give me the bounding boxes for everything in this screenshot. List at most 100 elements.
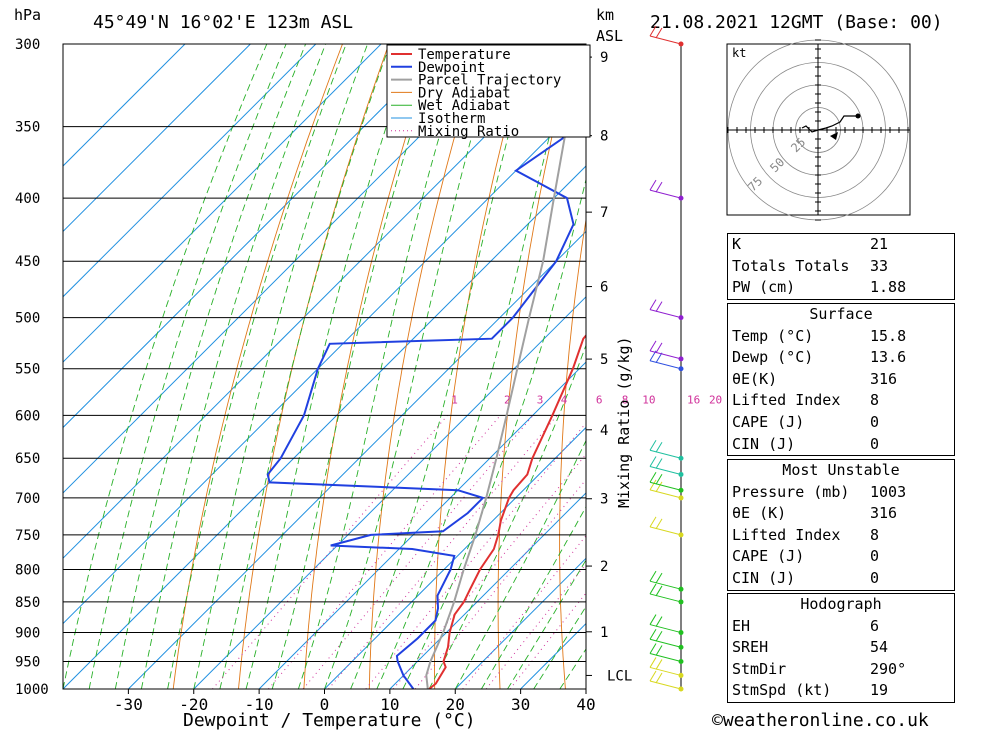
mixing-ratio-label: 3 [537,393,544,406]
km-tick-label: 6 [600,280,608,296]
stmdir-label: StmDir [732,659,787,678]
storm-motion-marker [830,132,838,140]
isotherm-line [63,44,317,298]
wind-barb-dot [678,495,684,501]
pressure-tick-label: 650 [15,451,40,467]
wind-barb [649,638,682,648]
wind-barb-feather [655,181,663,193]
dewpoint-line [266,53,586,689]
wind-barb-feather [655,352,663,363]
isotherm-lines [63,44,586,689]
wind-barb-feather [649,479,657,491]
wet-adiabat-line [63,44,268,689]
plot-frame [62,43,587,690]
mu-pressure-label: Pressure (mb) [732,482,850,501]
dry-adiabat-line [677,44,713,689]
k-index-row: K 21 [728,234,954,256]
pressure-tick-label: 550 [15,362,40,378]
wind-barb [649,624,682,634]
wind-barb-feather [655,518,663,530]
pressure-tick-label: 850 [15,595,40,611]
wet-adiabat-line [507,559,586,689]
eh-label: EH [732,616,751,635]
dry-adiabat-line [238,44,390,689]
legend-entry: Wet Adiabat [418,98,511,114]
mu-li-value: 8 [870,525,880,544]
k-value: 21 [870,235,889,253]
km-tick-label: 3 [600,492,608,508]
isotherm-line [324,426,586,689]
pressure-unit-label: hPa [14,6,41,24]
wind-barb-dot [678,356,684,362]
legend-box [386,44,591,138]
mixing-ratio-label: 2 [504,393,511,406]
mixing-ratio-label: 8 [622,393,629,406]
wind-barb-dot [678,672,684,678]
x-tick-label: 0 [320,695,330,714]
pressure-tick-label: 300 [15,37,40,53]
mixing-ratio-line [212,414,448,689]
wind-barb-feather [649,299,657,310]
pressure-tick-label: 900 [15,626,40,642]
pressure-tick-label: 600 [15,408,40,424]
isotherm-line [389,492,586,689]
isobar-lines [63,43,586,690]
wind-barb-feather [649,614,657,625]
isotherm-line [63,99,586,625]
mu-cin-value: 0 [870,568,880,587]
pressure-tick-label: 450 [15,254,40,270]
mu-theta-label: θE (K) [732,504,787,523]
wind-barb [649,360,682,370]
wind-barb-feather [655,441,663,453]
stmspd-value: 19 [870,681,889,700]
wind-barb-feather [649,340,657,352]
wind-barb [649,309,682,319]
pressure-tick-label: 750 [15,528,40,544]
wind-barb-feather [655,301,663,312]
hodograph-panel: Hodograph EH 6 SREH 54 StmDir 290° StmSpd (… [727,593,955,703]
isotherm-line [63,44,578,559]
wet-adiabat-line [114,44,307,689]
isotherm-line [63,44,186,167]
x-tick-label: -30 [114,695,143,714]
km-tick-label: 9 [600,50,608,66]
mu-pressure-value: 1003 [870,482,907,501]
mu-cin-row: CIN (J) 0 [728,568,954,590]
wind-barbs [649,25,684,692]
wind-barb-feather [649,516,657,528]
surface-cin-label: CIN (J) [732,434,796,453]
surface-cape-value: 0 [870,412,880,431]
pressure-tick-label: 800 [15,562,40,578]
wind-barb [649,526,682,536]
wind-barb-feather [649,643,657,654]
wet-adiabat-line [297,44,468,689]
legend-entry: Dry Adiabat [418,85,511,101]
wind-barb [649,481,682,491]
wind-barb-feather [649,456,657,467]
surface-li-label: Lifted Index [732,391,841,410]
mu-theta-value: 316 [870,504,898,523]
pressure-tick-label: 400 [15,191,40,207]
km-tick-label: 4 [600,423,608,439]
dry-adiabat-line [172,44,343,689]
asl-label: ASL [596,27,623,45]
mu-li-row: Lifted Index 8 [728,525,954,547]
x-axis-title: Dewpoint / Temperature (°C) [183,710,476,731]
wind-barb-feather [655,645,663,656]
legend-entry: Temperature [418,47,511,63]
wet-adiabat-line [454,439,586,689]
copyright-footer[interactable]: ©weatheronline.co.uk [712,710,929,731]
surface-li-row: Lifted Index 8 [728,390,954,412]
tt-label: Totals Totals [732,256,850,275]
km-tick-label: 1 [600,625,608,641]
mixing-ratio-label: 4 [561,393,568,406]
wet-adiabat-line [219,44,391,689]
x-tick-label: 40 [576,695,595,714]
wind-barb [649,189,682,199]
isotherm-line [63,165,586,689]
mu-pressure-row: Pressure (mb) 1003 [728,482,954,504]
wind-barb-dot [678,471,684,477]
x-tick-label: 10 [380,695,399,714]
wind-barb-feather [655,458,663,469]
legend-entry: Dewpoint [418,60,485,76]
